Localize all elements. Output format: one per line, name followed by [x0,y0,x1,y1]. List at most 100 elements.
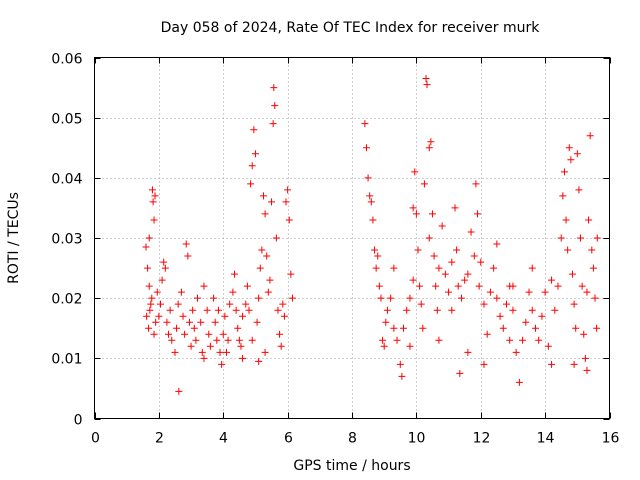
data-point [372,264,380,272]
x-tick-label: 14 [537,431,555,447]
data-point [411,168,419,176]
data-point [559,192,567,200]
data-point [464,348,472,356]
data-point [453,246,461,254]
data-point [588,246,596,254]
data-point [457,294,465,302]
data-point [425,144,433,152]
data-point [366,192,374,200]
data-point [245,306,253,314]
data-point [255,294,263,302]
data-point [589,264,597,272]
data-point [503,300,510,308]
data-point [367,198,375,206]
data-point [528,264,536,272]
data-point [258,246,266,254]
data-point [234,324,242,332]
data-point [184,252,192,260]
data-point [393,336,401,344]
y-tick-label: 0.05 [51,112,82,128]
data-point [583,366,591,374]
data-point [544,342,552,350]
data-point [475,282,483,290]
data-point [150,216,158,224]
data-point [548,360,556,368]
data-point [417,300,425,308]
data-point [583,288,591,296]
data-point [438,222,446,230]
data-point [145,234,153,242]
data-point [593,324,601,332]
data-point [396,360,404,368]
y-tick-label: 0.06 [51,52,82,68]
gridlines [94,57,610,419]
data-point [216,348,224,356]
data-point [224,336,232,344]
data-point [525,288,533,296]
data-point [362,144,370,152]
data-point [237,342,245,350]
x-tick-label: 6 [284,431,293,447]
data-point [250,126,258,134]
data-point [150,330,158,338]
data-point [414,246,422,254]
data-point [190,324,198,332]
data-point [570,360,578,368]
data-point [382,318,390,326]
data-point [448,306,456,314]
data-point [451,204,459,212]
data-point [269,120,277,128]
data-point [226,300,234,308]
data-point [163,318,171,326]
data-point [161,264,169,272]
data-point [409,276,417,284]
data-point [419,324,427,332]
data-point [151,192,159,200]
data-point [551,306,559,314]
data-point [277,342,285,350]
data-point [591,294,599,302]
data-point [477,258,485,266]
axis-ticks: 0 2 4 6 8 10 12 14 16 0 0.01 0.02 0.03 0.04 0.05 0.06 [51,52,619,447]
data-point [268,198,276,206]
data-point [472,180,480,188]
data-point [577,234,585,242]
data-point [149,198,157,206]
data-point [198,348,206,356]
y-axis-label: ROTI / TECUs [6,192,22,284]
data-point [435,264,443,272]
data-point [548,276,556,284]
data-point [557,234,565,242]
x-tick-label: 4 [219,431,228,447]
data-point [239,354,247,362]
data-points [142,75,601,395]
data-point [197,318,205,326]
data-point [400,324,407,332]
data-point [480,360,488,368]
data-point [210,294,218,302]
data-point [364,174,372,182]
data-point [219,330,227,338]
data-point [565,144,573,152]
data-point [165,330,173,338]
data-point [185,318,193,326]
data-point [205,330,213,338]
x-tick-label: 8 [348,431,357,447]
data-point [538,312,546,320]
data-point [279,300,287,308]
y-tick-label: 0 [74,413,83,429]
data-point [171,348,179,356]
y-tick-label: 0.01 [51,352,82,368]
data-point [398,372,406,380]
data-point [248,162,256,170]
data-point [189,306,197,314]
data-point [409,204,417,212]
data-point [374,252,382,260]
data-point [575,186,583,194]
x-tick-label: 2 [155,431,164,447]
series-roti [142,75,601,395]
data-point [221,312,229,320]
data-point [231,270,239,278]
data-point [361,120,369,128]
chart-title: Day 058 of 2024, Rate Of TEC Index for r… [161,20,541,36]
